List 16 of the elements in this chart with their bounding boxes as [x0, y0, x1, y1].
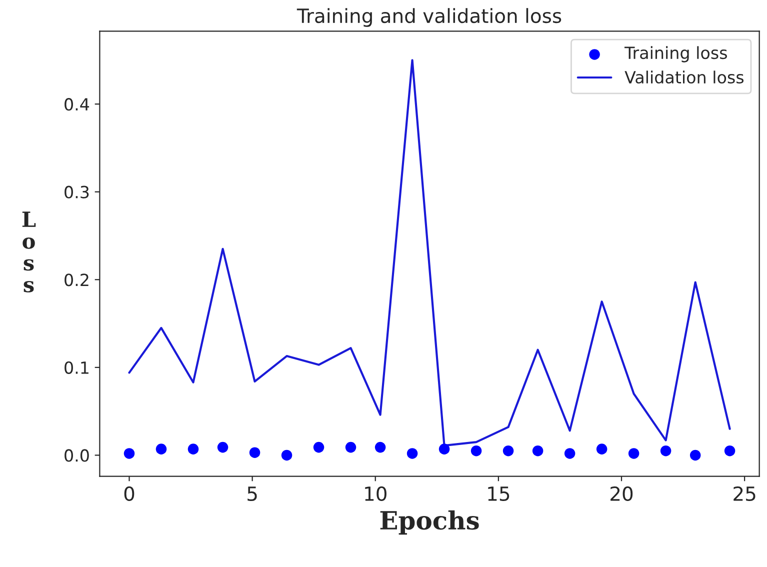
y-axis-title: L o s s	[22, 212, 36, 292]
y-tick-label: 0.3	[64, 186, 89, 198]
x-tick-label: 15	[488, 486, 510, 502]
x-tick-label: 10	[365, 486, 386, 502]
y-tick-label: 0.2	[64, 274, 88, 286]
x-tick-label: 25	[734, 486, 756, 502]
x-tick-label: 0	[124, 486, 134, 502]
x-axis-title: Epochs	[380, 510, 479, 535]
y-tick-label: 0.4	[64, 98, 90, 111]
x-tick-label: 20	[610, 486, 633, 502]
legend-label: Validation loss	[624, 70, 744, 84]
legend-label: Training loss	[624, 46, 727, 62]
x-tick-label: 5	[248, 486, 257, 502]
y-tick-label: 0.1	[64, 361, 88, 374]
chart-title: Training and validation loss	[296, 8, 562, 27]
y-tick-label: 0.0	[64, 449, 89, 462]
